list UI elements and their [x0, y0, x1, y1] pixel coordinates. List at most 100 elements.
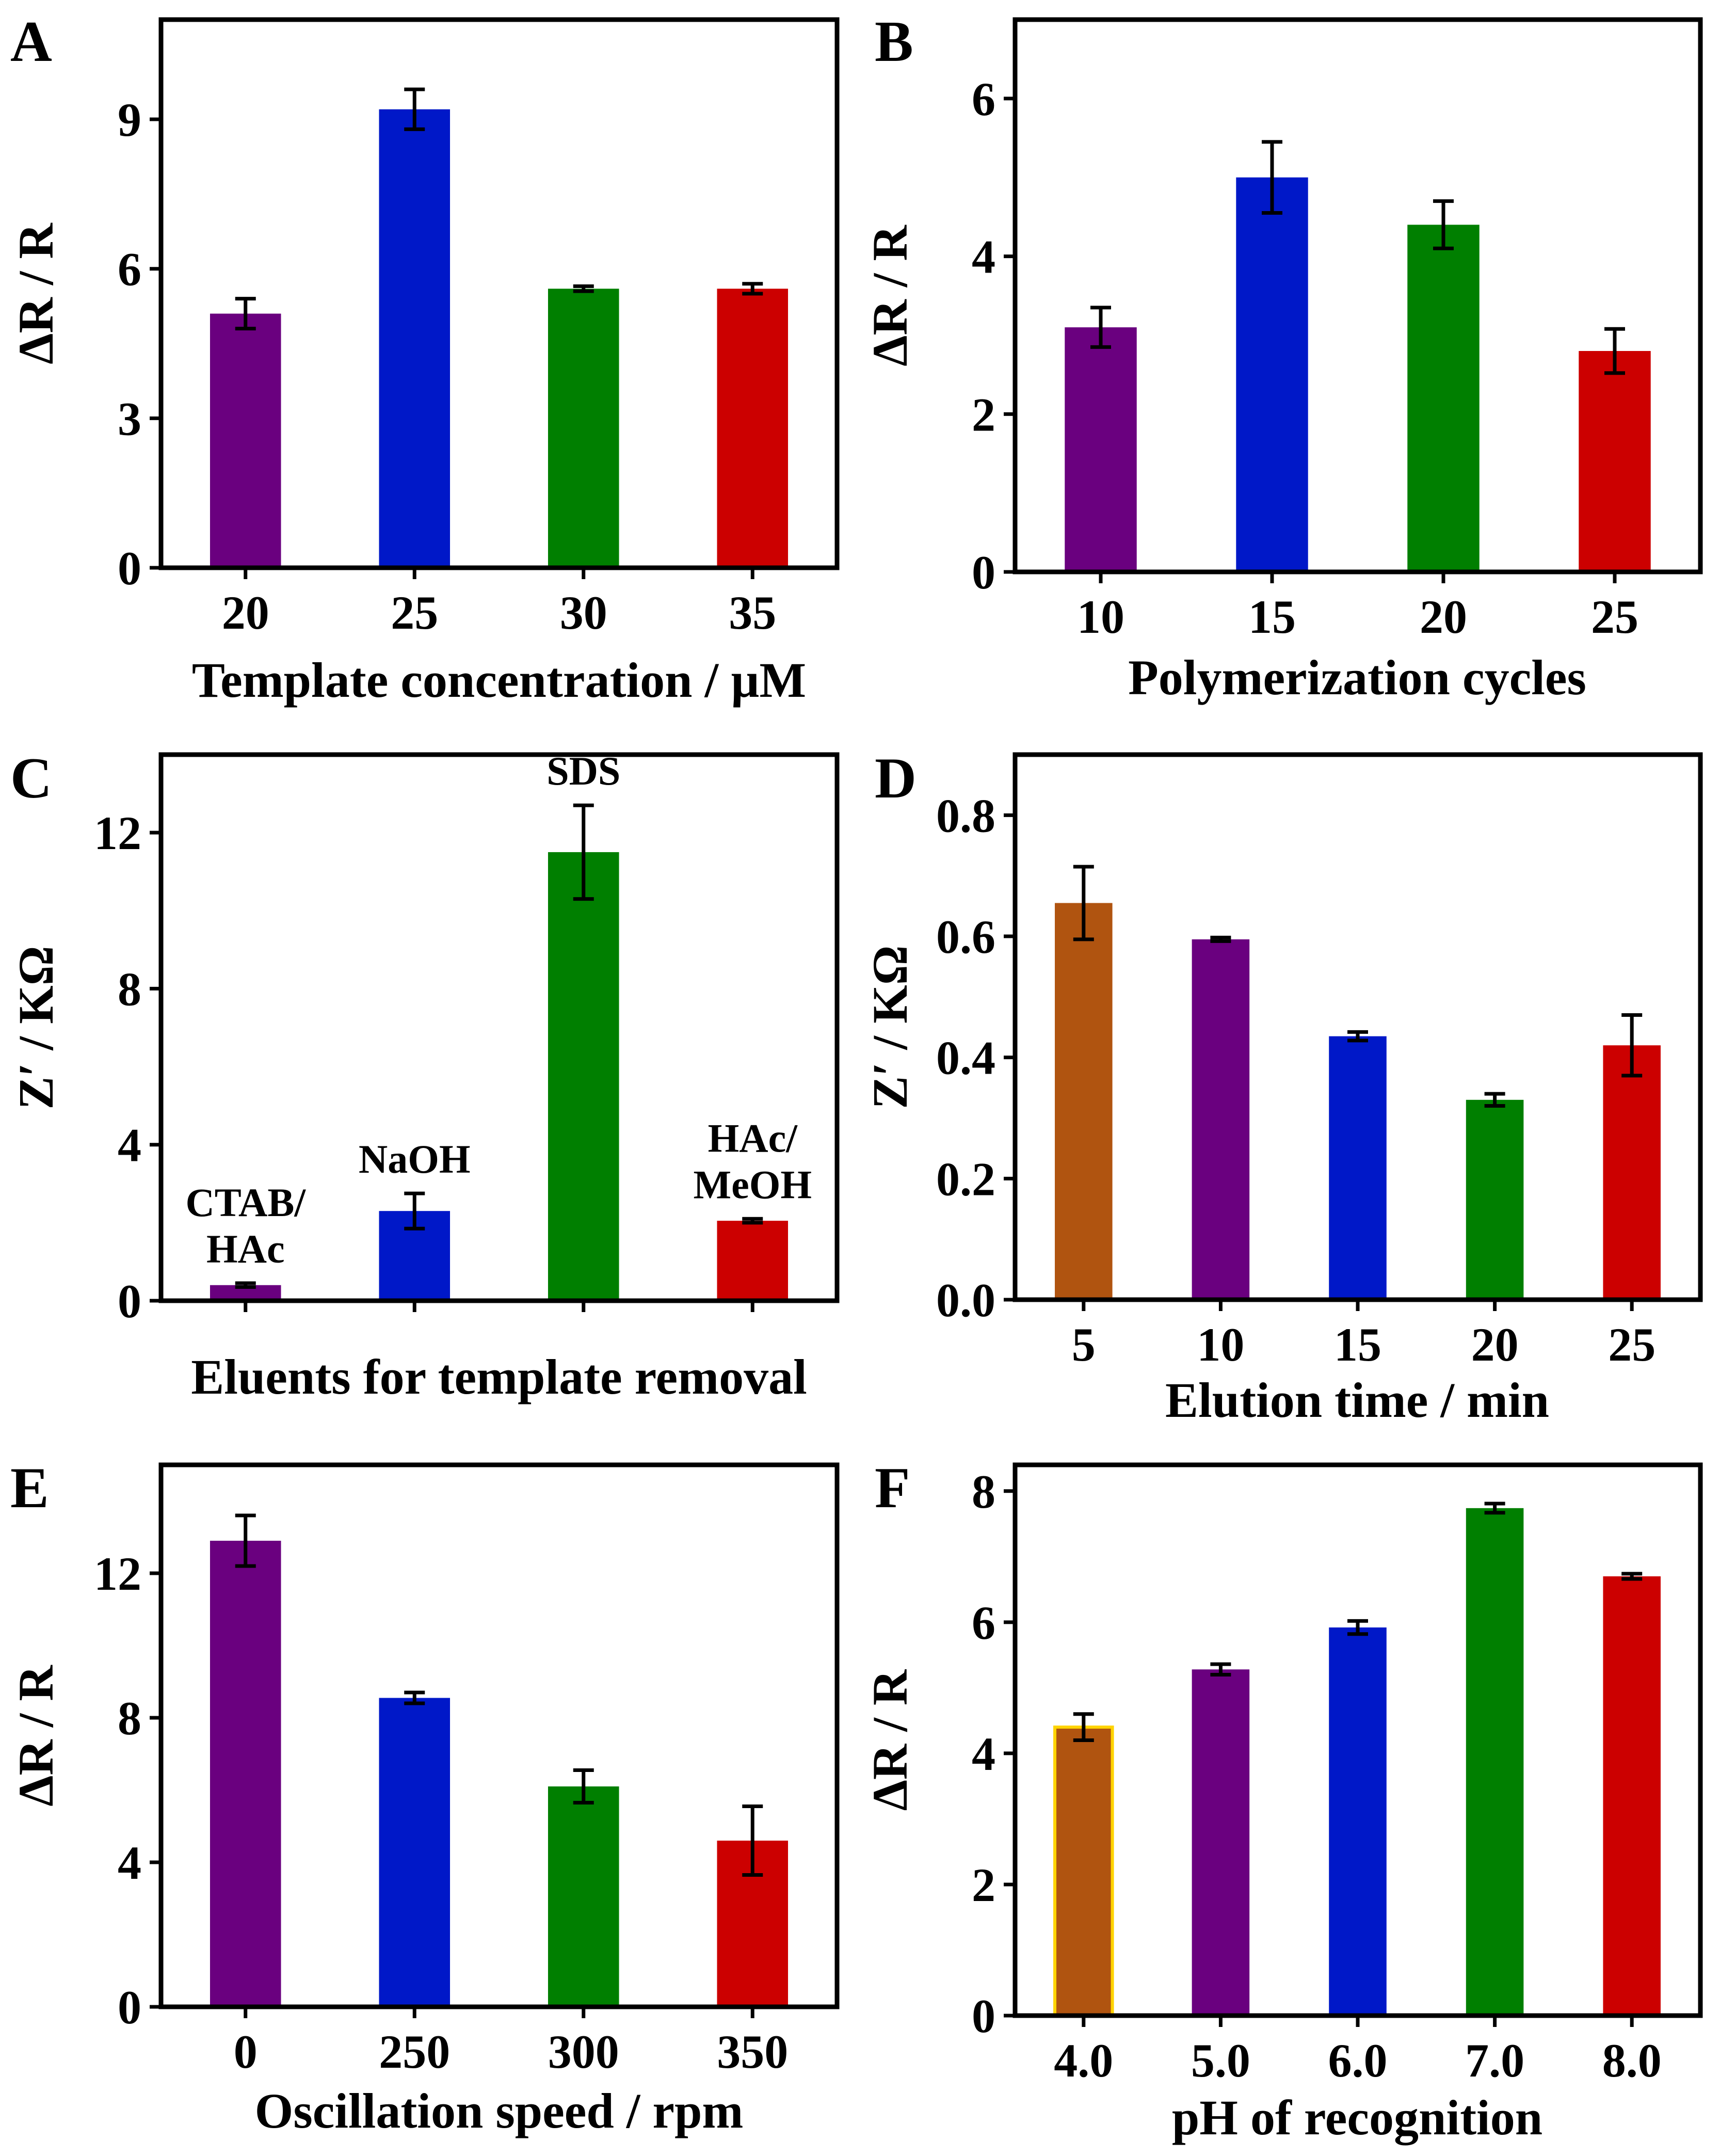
error-bar [1347, 1619, 1368, 1636]
panel-b: B 10 15 20 25 0 2 4 6 Polymerization cycles ΔR / R [862, 10, 1703, 705]
error-bar [235, 1281, 256, 1289]
x-tick-label: 30 [560, 586, 607, 639]
y-tick-label: 3 [118, 392, 141, 445]
bar-label: MeOH [693, 1162, 812, 1207]
bar [1055, 903, 1113, 1300]
error-bar [1484, 1092, 1505, 1108]
error-bar [573, 284, 594, 293]
x-tick-label: 20 [222, 586, 269, 639]
error-bar [235, 297, 256, 331]
bar [1329, 1627, 1387, 2016]
bar [548, 289, 619, 568]
bar [1603, 1576, 1661, 2016]
y-tick-label: 4 [118, 1836, 141, 1889]
plot-frame [158, 17, 840, 570]
y-tick-label: 0.6 [936, 911, 995, 963]
y-tick-label: 6 [972, 1596, 995, 1649]
error-bar [1210, 935, 1231, 943]
bar [210, 1541, 281, 2007]
x-tick-label: 25 [1591, 590, 1638, 643]
panel-d: D 5 10 15 20 25 0.0 0.2 0.4 0.6 0.8 Elution time / … [862, 746, 1703, 1428]
bar [1603, 1045, 1661, 1300]
x-tick-label: 20 [1471, 1318, 1519, 1371]
x-tick-label: 5 [1072, 1318, 1096, 1371]
plot-frame [1012, 17, 1703, 574]
y-axis-label: ΔR / R [8, 1665, 63, 1807]
x-tick-label: 6.0 [1328, 2034, 1388, 2087]
error-bar [1262, 140, 1282, 215]
bar [548, 852, 619, 1301]
x-tick-label: 7.0 [1465, 2034, 1524, 2087]
panel-letter: D [875, 746, 917, 810]
panel-letter: B [875, 10, 913, 74]
error-bar [1090, 306, 1111, 349]
error-bar [742, 1804, 763, 1877]
bar [1192, 1669, 1250, 2016]
x-axis-label: Eluents for template removal [191, 1349, 807, 1404]
bar [379, 1698, 451, 2007]
x-axis-label: Template concentration / µM [192, 652, 806, 708]
error-bar [1621, 1013, 1643, 1078]
bar [379, 109, 451, 568]
y-tick-label: 12 [94, 807, 141, 859]
bar [1065, 327, 1137, 572]
plot-frame [158, 1462, 840, 2009]
y-tick-label: 4 [118, 1119, 141, 1172]
y-tick-label: 6 [972, 73, 995, 125]
bar [1579, 351, 1651, 572]
error-bar [1604, 327, 1625, 375]
x-tick-label: 10 [1197, 1318, 1244, 1371]
y-tick-label: 0.8 [936, 789, 995, 842]
bar [548, 1786, 619, 2007]
error-bar [404, 87, 425, 131]
y-tick-label: 8 [118, 1692, 141, 1745]
plot-frame [158, 752, 840, 1303]
error-bar [742, 1217, 763, 1225]
y-tick-label: 9 [118, 93, 141, 146]
error-bar [404, 1690, 425, 1705]
y-tick-label: 0 [118, 1981, 141, 2034]
panel-letter: E [10, 1456, 49, 1520]
plot-frame [1012, 1462, 1703, 2018]
panel-e: E 0 250 300 350 0 4 8 12 Oscillation speed / rpm Δ… [8, 1456, 840, 2138]
y-axis-label: ΔR / R [8, 222, 63, 364]
bar-label: HAc [206, 1226, 285, 1271]
x-tick-label: 4.0 [1054, 2034, 1113, 2087]
x-tick-label: 15 [1334, 1318, 1381, 1371]
error-bar [1073, 1712, 1094, 1742]
error-bar [1347, 1030, 1368, 1043]
x-tick-label: 0 [234, 2025, 258, 2078]
x-axis-label: Oscillation speed / rpm [255, 2083, 744, 2138]
bar [717, 289, 789, 568]
y-tick-label: 6 [118, 243, 141, 296]
y-tick-label: 0.0 [936, 1274, 995, 1327]
x-tick-label: 35 [729, 586, 776, 639]
bar [1053, 1726, 1114, 2017]
error-bar [573, 803, 594, 901]
x-axis-label: pH of recognition [1172, 2090, 1542, 2145]
bar [1466, 1508, 1524, 2016]
x-tick-label: 300 [548, 2025, 619, 2078]
error-bar [1073, 865, 1094, 941]
error-bar [1210, 1662, 1231, 1676]
error-bar [742, 282, 763, 296]
error-bar [404, 1191, 425, 1231]
bar [210, 313, 281, 568]
x-tick-label: 350 [717, 2025, 788, 2078]
y-tick-label: 0.4 [936, 1032, 995, 1084]
y-tick-label: 4 [972, 231, 995, 283]
x-tick-label: 25 [391, 586, 438, 639]
y-tick-label: 8 [118, 963, 141, 1015]
y-tick-label: 2 [972, 388, 995, 441]
x-axis-label: Elution time / min [1165, 1372, 1549, 1428]
bar [717, 1221, 789, 1301]
bar-label: NaOH [359, 1137, 471, 1181]
y-tick-label: 0 [118, 1275, 141, 1328]
y-tick-label: 0 [118, 542, 141, 595]
x-tick-label: 8.0 [1602, 2034, 1662, 2087]
plot-frame [1012, 752, 1703, 1302]
y-axis-label: Z′ / KΩ [862, 945, 918, 1109]
y-tick-label: 0.2 [936, 1153, 995, 1205]
panel-letter: A [10, 10, 52, 74]
